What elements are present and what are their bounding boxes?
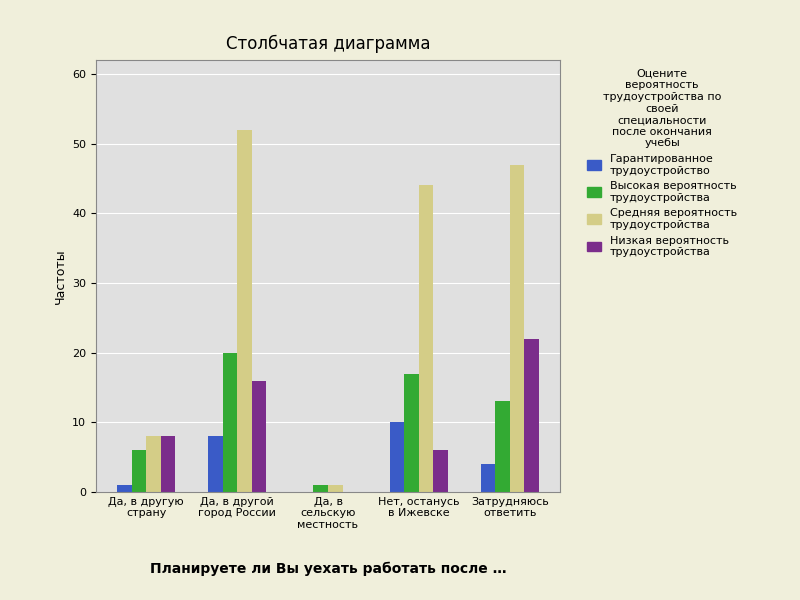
Bar	[314, 485, 328, 492]
Title: Столбчатая диаграмма: Столбчатая диаграмма	[226, 35, 430, 53]
Bar	[434, 450, 448, 492]
Bar	[419, 185, 434, 492]
Bar	[495, 401, 510, 492]
Bar	[328, 485, 342, 492]
Bar	[252, 380, 266, 492]
Bar	[237, 130, 252, 492]
Text: Планируете ли Вы уехать работать после …: Планируете ли Вы уехать работать после …	[150, 562, 506, 576]
Bar	[481, 464, 495, 492]
Bar	[524, 339, 539, 492]
Bar	[161, 436, 175, 492]
Bar	[404, 374, 419, 492]
Legend: Гарантированное
трудоустройство, Высокая вероятность
трудоустройства, Средняя ве: Гарантированное трудоустройство, Высокая…	[584, 65, 740, 260]
Bar	[208, 436, 222, 492]
Bar	[390, 422, 404, 492]
Bar	[132, 450, 146, 492]
Bar	[117, 485, 132, 492]
Bar	[222, 353, 237, 492]
Bar	[146, 436, 161, 492]
Y-axis label: Частоты: Частоты	[54, 248, 66, 304]
Bar	[510, 164, 524, 492]
